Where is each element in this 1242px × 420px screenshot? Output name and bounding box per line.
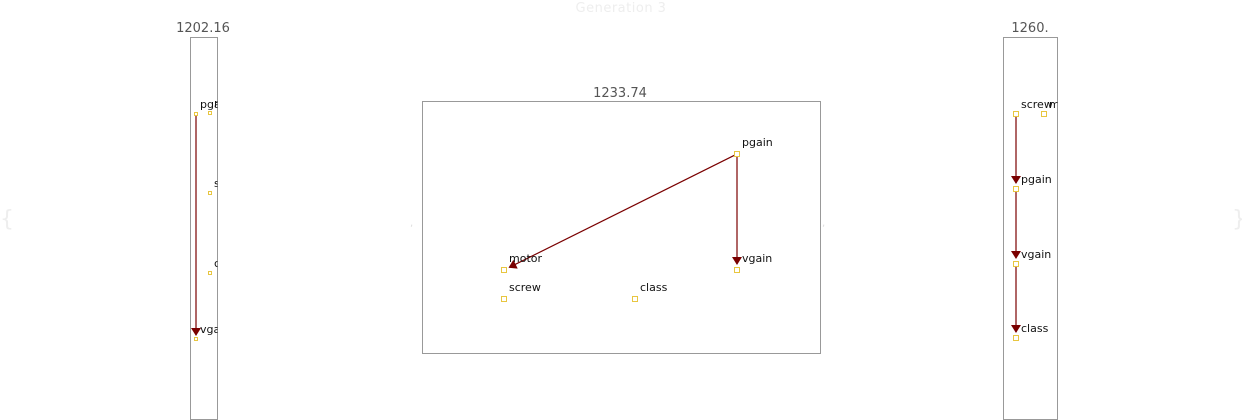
node-class-marker <box>632 296 638 302</box>
panel-frame <box>190 37 218 420</box>
node-motor-marker <box>1041 111 1047 117</box>
node-pgain-label: pgain <box>1021 173 1052 186</box>
node-screw-label: screw <box>214 177 246 190</box>
node-group: pgain motor vgain screw class <box>501 136 773 302</box>
node-screw-label: screw <box>509 281 541 294</box>
node-vgain-label: vgain <box>200 323 230 336</box>
diagram-title: Generation 3 <box>576 1 667 16</box>
node-motor-label: motor <box>509 252 542 265</box>
left-bracket-mark: { <box>0 207 14 232</box>
node-class-label: class <box>1021 322 1049 335</box>
panel-score: 1202.16 <box>176 21 230 36</box>
separator-tick-right: , <box>822 218 825 229</box>
node-class-marker <box>1013 335 1019 341</box>
node-class-label: class <box>214 257 242 270</box>
node-vgain-marker <box>194 337 198 341</box>
node-screw-marker <box>501 296 507 302</box>
edge-group <box>508 153 742 269</box>
node-vgain-label: vgain <box>1021 248 1051 261</box>
node-class-marker <box>208 271 212 275</box>
node-screw-marker <box>1013 111 1019 117</box>
node-pgain-marker <box>734 151 740 157</box>
node-vgain-label: vgain <box>742 252 772 265</box>
node-motor-label: mo <box>1049 98 1067 111</box>
separator-tick-left: , <box>410 218 413 229</box>
node-pgain-label: pgain <box>200 98 231 111</box>
node-vgain-marker <box>1013 261 1019 267</box>
node-class-label: class <box>640 281 668 294</box>
edge-pgain-to-motor <box>508 153 737 269</box>
node-pgain-marker <box>194 112 198 116</box>
panel-score: 1233.74 <box>593 86 647 101</box>
node-pgain-label: pgain <box>742 136 773 149</box>
panel-score: 1260. <box>1011 21 1048 36</box>
right-bracket-mark: } <box>1232 207 1242 232</box>
panel-frame <box>422 101 821 354</box>
node-pgain-marker <box>1013 186 1019 192</box>
node-motor-marker <box>208 111 212 115</box>
network-panel-middle: 1233.74 pgain motor vgain screw class <box>422 86 821 354</box>
node-vgain-marker <box>734 267 740 273</box>
node-screw-label: screw <box>1021 98 1053 111</box>
node-screw-marker <box>208 191 212 195</box>
node-motor-marker <box>501 267 507 273</box>
node-motor-label: motor <box>214 97 247 110</box>
panel-frame <box>1003 37 1058 420</box>
